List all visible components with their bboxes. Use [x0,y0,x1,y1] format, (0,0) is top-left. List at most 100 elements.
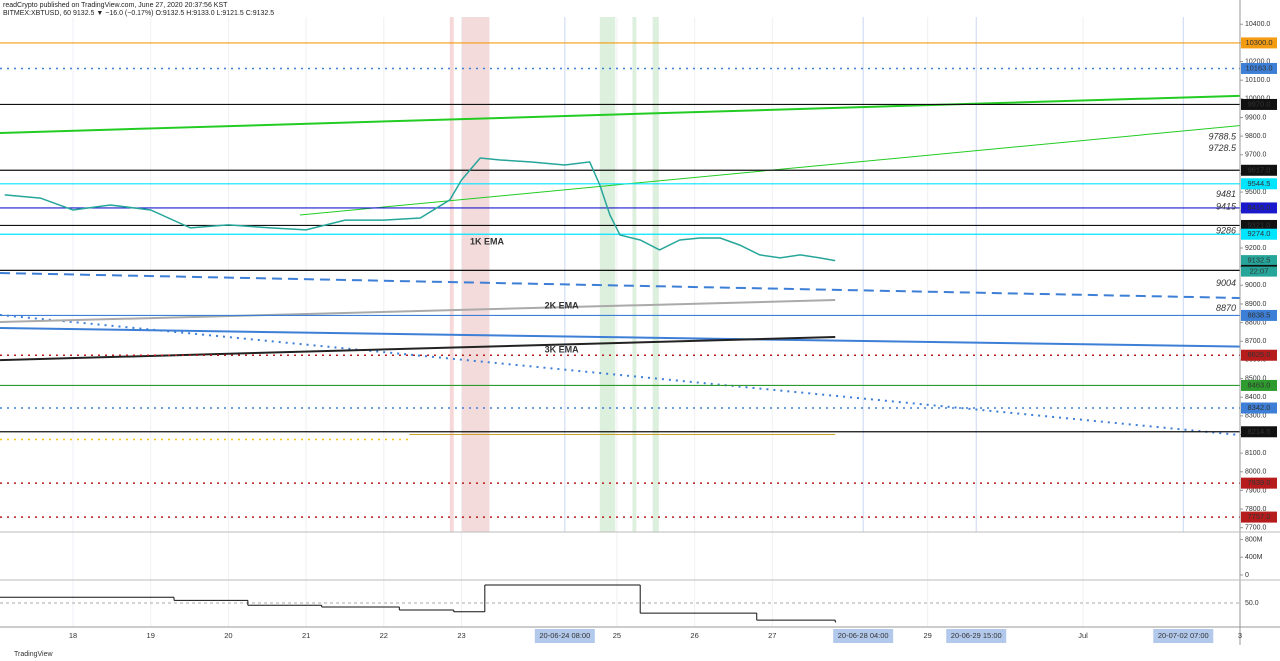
level-box [1241,62,1277,74]
highlight-band [449,17,454,532]
y-tick-label: 8700.0 [1245,338,1267,345]
level-label: 8838.5 [1248,310,1271,319]
y-tick-label: 8400.0 [1245,394,1267,401]
countdown-box [1241,266,1277,277]
level-label: 7939.0 [1248,478,1271,487]
level-label: 10300.0 [1245,38,1272,47]
trend-line [299,122,1269,216]
time-highlight-box [946,629,1007,643]
level-label: 8342.0 [1248,403,1271,412]
x-tick-label: 20 [224,631,232,640]
y-tick-label: 9900.0 [1245,114,1267,121]
time-highlight-box [534,629,595,643]
ema-annotation: 3K EMA [545,344,580,354]
x-tick-label: 25 [613,631,621,640]
level-box [1241,349,1277,361]
level-label: 9274.0 [1248,229,1271,238]
price-note: 9788.5 [1208,132,1237,142]
x-tick-label: 27 [768,631,776,640]
publisher-line: readCrypto published on TradingView.com,… [3,2,228,9]
level-label: 9321.0 [1248,220,1271,229]
trend-line [0,272,1241,299]
x-tick-label: 19 [147,631,155,640]
x-tick-label: 21 [302,631,310,640]
y-tick-label: 8300.0 [1245,413,1267,420]
x-tick-label: 26 [690,631,698,640]
trend-line [0,327,1268,349]
vol-tick-label: 0 [1245,572,1249,579]
y-tick-label: 8100.0 [1245,450,1267,457]
level-box [1241,511,1277,523]
level-box [1241,228,1277,240]
x-tick-label: 3 [1238,631,1242,640]
symbol-line: BITMEX:XBTUSD, 60 9132.5 ▼ −16.0 (−0.17%… [3,10,274,17]
vol-tick-label: 800M [1245,536,1263,543]
y-tick-label: 8800.0 [1245,319,1267,326]
y-tick-label: 10200.0 [1245,58,1270,65]
highlight-band [632,17,637,532]
level-box [1241,219,1277,231]
y-tick-label: 7900.0 [1245,487,1267,494]
countdown: 22:07 [1250,267,1269,276]
time-highlight-label: 20-06-28 04:00 [838,631,889,640]
time-highlight-label: 20-06-24 08:00 [539,631,590,640]
level-label: 9415.0 [1248,203,1271,212]
highlight-band [652,17,659,532]
level-label: 9970.0 [1248,99,1271,108]
level-box [1241,379,1277,391]
ema-annotation: 1K EMA [470,236,505,246]
level-label: 7757.0 [1248,512,1271,521]
price-axis-bg [1240,0,1280,661]
level-box [1241,255,1277,267]
time-highlight-label: 20-07-02 07:00 [1158,631,1209,640]
osc-tick-label: 50.0 [1245,600,1259,607]
price-note: 9728.5 [1208,143,1237,153]
level-box [1241,402,1277,414]
x-tick-label: 29 [923,631,931,640]
y-tick-label: 9800.0 [1245,133,1267,140]
highlight-band [599,17,616,532]
level-label: 10163.0 [1245,63,1272,72]
level-label: 9132.5 [1248,256,1271,265]
price-note: 9481 [1216,189,1236,199]
level-box [1241,178,1277,190]
y-tick-label: 9700.0 [1245,152,1267,159]
trend-line [0,93,1268,134]
x-tick-label: 18 [69,631,77,640]
y-tick-label: 7700.0 [1245,525,1267,532]
level-label: 8463.0 [1248,380,1271,389]
price-line [4,157,836,262]
x-tick-label: 23 [457,631,465,640]
level-label: 8625.0 [1248,350,1271,359]
y-tick-label: 10100.0 [1245,77,1270,84]
level-label: 9617.0 [1248,165,1271,174]
time-highlight-box [1153,629,1214,643]
level-label: 9544.5 [1248,179,1271,188]
level-box [1241,37,1277,49]
level-box [1241,164,1277,176]
y-tick-label: 8500.0 [1245,375,1267,382]
y-tick-label: 8000.0 [1245,469,1267,476]
time-highlight-box [833,629,894,643]
level-box [1241,309,1277,321]
y-tick-label: 9200.0 [1245,245,1267,252]
y-tick-label: 8900.0 [1245,301,1267,308]
price-note: 9286 [1216,225,1236,235]
footer-brand: TradingView [14,651,53,658]
trend-line [0,313,1241,437]
level-label: 8214.5 [1248,427,1271,436]
x-tick-label: Jul [1078,631,1088,640]
time-highlight-label: 20-06-29 15:00 [951,631,1002,640]
level-box [1241,98,1277,110]
highlight-band [461,17,490,532]
level-box [1241,477,1277,489]
trend-line [0,299,836,324]
level-box [1241,202,1277,214]
price-note: 9004 [1216,278,1236,288]
y-tick-label: 9000.0 [1245,282,1267,289]
y-tick-label: 7800.0 [1245,506,1267,513]
y-tick-label: 10400.0 [1245,21,1270,28]
vol-tick-label: 400M [1245,554,1263,561]
trend-line [0,335,836,362]
